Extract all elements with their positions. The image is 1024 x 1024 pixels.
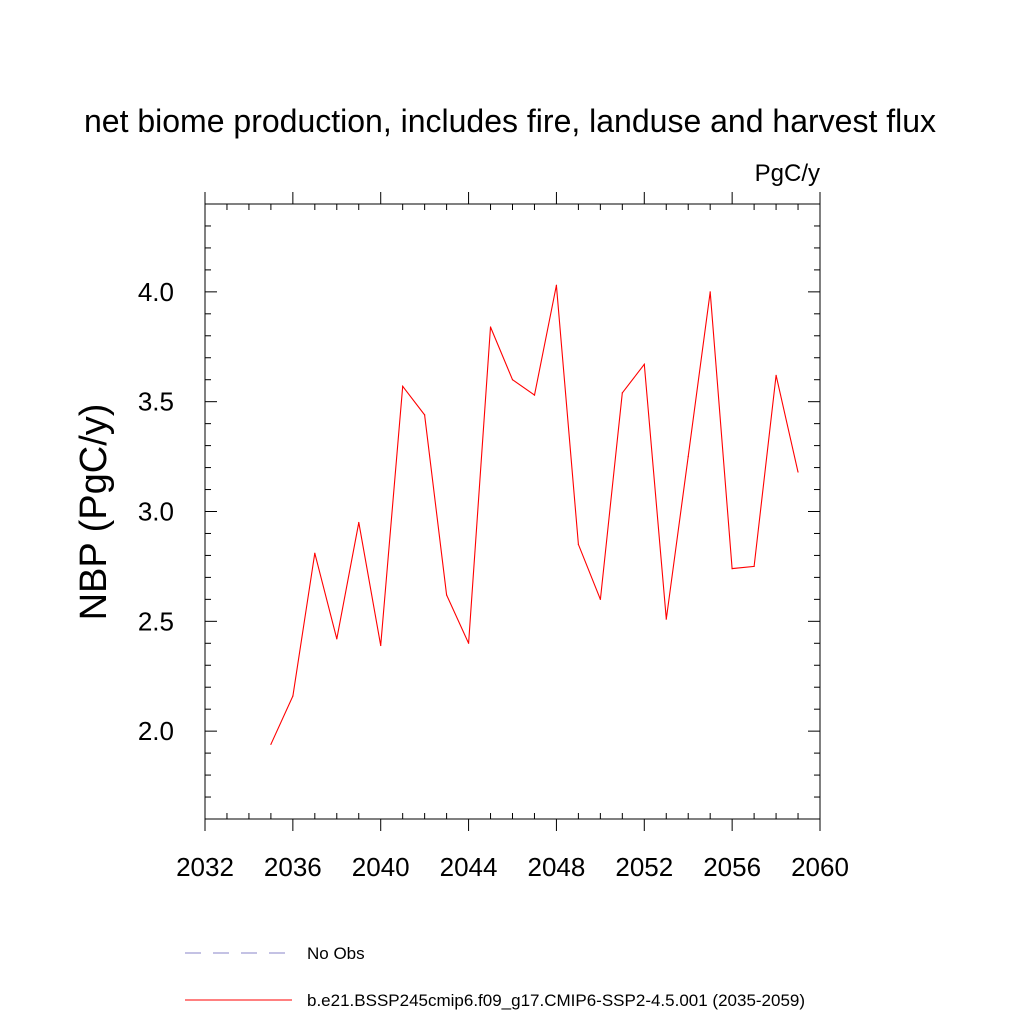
data-point bbox=[380, 644, 382, 647]
x-tick-label: 2040 bbox=[352, 852, 410, 882]
x-tick-label: 2032 bbox=[176, 852, 234, 882]
series-line bbox=[270, 285, 799, 745]
y-tick-label: 3.5 bbox=[138, 387, 174, 417]
y-tick-label: 3.0 bbox=[138, 497, 174, 527]
data-point bbox=[446, 594, 448, 596]
data-point bbox=[621, 392, 623, 394]
data-point bbox=[292, 695, 294, 697]
x-tick-label: 2056 bbox=[703, 852, 761, 882]
data-point bbox=[731, 568, 733, 570]
data-point bbox=[489, 326, 492, 328]
data-point bbox=[665, 618, 667, 620]
data-point bbox=[336, 638, 338, 640]
x-tick-label: 2036 bbox=[264, 852, 322, 882]
data-point bbox=[358, 521, 360, 524]
data-point bbox=[424, 414, 426, 416]
chart-title: net biome production, includes fire, lan… bbox=[84, 103, 936, 139]
data-point bbox=[314, 552, 316, 554]
data-point bbox=[555, 284, 558, 286]
x-tick-label: 2044 bbox=[440, 852, 498, 882]
y-axis-label: NBP (PgC/y) bbox=[73, 404, 115, 621]
data-point bbox=[402, 385, 404, 387]
y-tick-label: 4.0 bbox=[138, 277, 174, 307]
data-point bbox=[511, 379, 514, 381]
data-point bbox=[775, 374, 777, 376]
data-point bbox=[533, 394, 536, 396]
x-tick-label: 2060 bbox=[791, 852, 849, 882]
plot-frame bbox=[204, 203, 821, 820]
data-point bbox=[270, 743, 272, 745]
x-tick-label: 2052 bbox=[615, 852, 673, 882]
data-point bbox=[577, 543, 579, 546]
data-point bbox=[797, 471, 799, 473]
series-layer bbox=[270, 284, 799, 745]
x-tick-label: 2048 bbox=[528, 852, 586, 882]
legend-label: b.e21.BSSP245cmip6.f09_g17.CMIP6-SSP2-4.… bbox=[307, 991, 805, 1010]
data-point bbox=[599, 598, 601, 600]
data-point bbox=[467, 642, 470, 644]
units-label: PgC/y bbox=[755, 160, 820, 187]
y-tick-label: 2.0 bbox=[138, 716, 174, 746]
y-tick-label: 2.5 bbox=[138, 606, 174, 636]
data-point bbox=[709, 291, 711, 293]
legend: No Obs b.e21.BSSP245cmip6.f09_g17.CMIP6-S… bbox=[185, 944, 805, 1010]
legend-label: No Obs bbox=[307, 944, 365, 963]
data-point bbox=[687, 455, 689, 458]
data-point bbox=[753, 565, 755, 568]
data-point bbox=[643, 363, 645, 365]
axis-ticks: 2032 2036 2040 2044 2048 2052 2056 2060 2.0 2.5 3.… bbox=[138, 192, 849, 882]
